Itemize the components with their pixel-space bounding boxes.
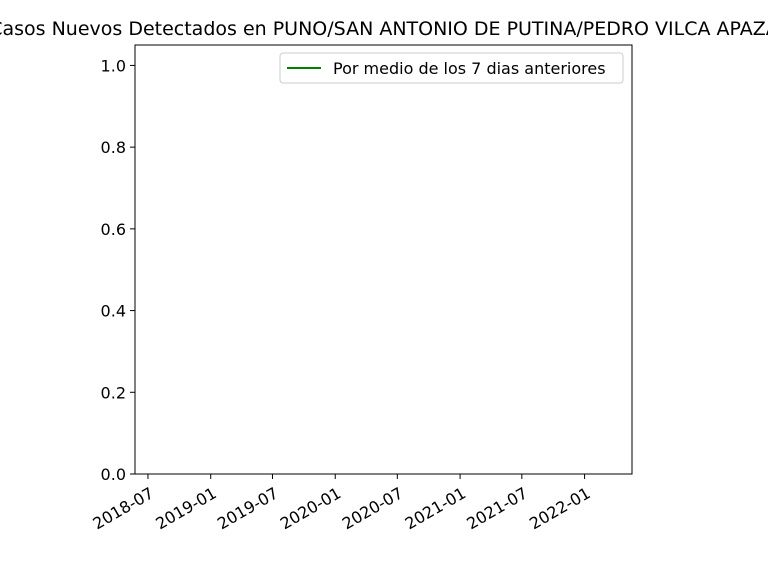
x-tick-label: 2019-07 (214, 483, 281, 533)
legend-entry: Por medio de los 7 dias anteriores (333, 59, 606, 78)
y-tick-label: 0.0 (101, 465, 126, 484)
y-tick-label: 0.8 (101, 138, 126, 157)
x-tick-label: 2022-01 (526, 483, 593, 533)
plot-area (134, 44, 633, 475)
legend-box (279, 52, 624, 84)
y-tick-label: 0.4 (101, 302, 126, 321)
x-tick-label: 2019-01 (152, 483, 219, 533)
plot-frame (134, 44, 633, 475)
y-tick-label: 1.0 (101, 56, 126, 75)
legend: Por medio de los 7 dias anteriores (279, 52, 624, 84)
x-axis-ticks: 2018-072019-012019-072020-012020-072021-… (90, 474, 594, 533)
x-tick-label: 2021-07 (463, 483, 530, 533)
x-tick-label: 2020-07 (339, 483, 406, 533)
y-tick-label: 0.6 (101, 220, 126, 239)
x-tick-label: 2018-07 (90, 483, 157, 533)
x-tick-label: 2021-01 (402, 483, 469, 533)
y-axis-ticks: 0.0 0.2 0.4 0.6 0.8 1.0 (101, 56, 135, 484)
x-tick-label: 2020-01 (277, 483, 344, 533)
chart-title: Casos Nuevos Detectados en PUNO/SAN ANTO… (0, 18, 768, 40)
y-tick-label: 0.2 (101, 383, 126, 402)
